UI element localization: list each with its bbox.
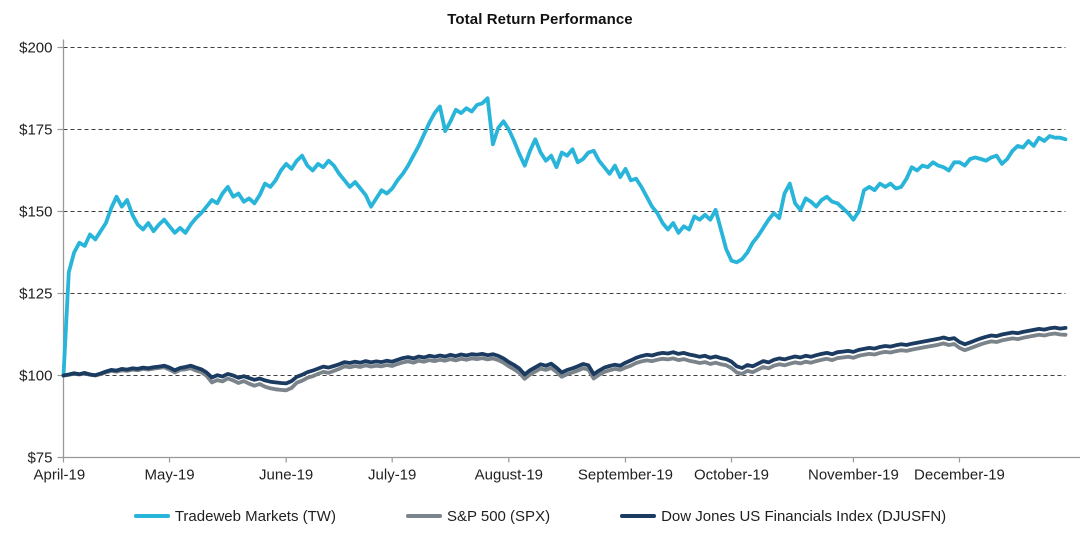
x-axis-label-6: October-19 (694, 467, 769, 484)
x-axis-label-4: August-19 (475, 467, 543, 484)
x-axis-label-1: May-19 (145, 467, 195, 484)
chart-legend: Tradeweb Markets (TW) S&P 500 (SPX) Dow Jo… (0, 501, 1080, 531)
chart-title: Total Return Performance (447, 11, 633, 28)
y-axis-label-150: $150 (19, 204, 52, 221)
legend-item-spx: S&P 500 (SPX) (405, 507, 551, 525)
series-line-spx (61, 331, 1068, 393)
legend-swatch-spx (405, 514, 442, 518)
x-axis-label-2: June-19 (259, 467, 313, 484)
legend-label-djusfn: Dow Jones US Financials Index (DJUSFN) (661, 507, 947, 525)
legend-item-djusfn: Dow Jones US Financials Index (DJUSFN) (620, 508, 946, 525)
legend-item-tw: Tradeweb Markets (TW) (133, 507, 336, 525)
x-axis-label-8: December-19 (914, 467, 1005, 484)
y-axis-label-200: $200 (19, 40, 52, 57)
x-axis-label-3: July-19 (368, 467, 416, 484)
legend-swatch-djusfn (620, 514, 657, 518)
legend-label-tw: Tradeweb Markets (TW) (174, 507, 336, 525)
x-axis-label-5: September-19 (578, 467, 673, 484)
series-line-tw (61, 96, 1068, 378)
y-axis-label-75: $75 (27, 450, 52, 467)
legend-swatch-tw (133, 514, 170, 518)
x-axis-label-7: November-19 (808, 467, 899, 484)
y-axis-label-100: $100 (19, 368, 52, 385)
y-axis-label-175: $175 (19, 122, 52, 139)
series-line-djusfn (61, 325, 1068, 386)
x-axis-label-0: April-19 (34, 467, 86, 484)
y-axis-label-125: $125 (19, 286, 52, 303)
legend-label-spx: S&P 500 (SPX) (446, 507, 551, 525)
